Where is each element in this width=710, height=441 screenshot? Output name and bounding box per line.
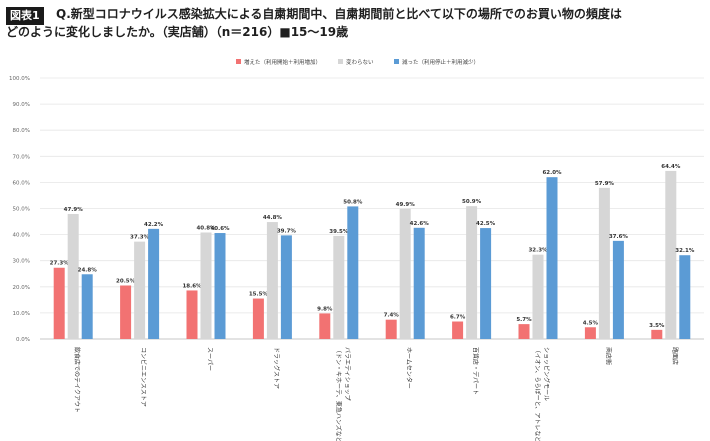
bar [612,240,624,339]
bar [200,232,212,339]
data-label: 4.5% [583,320,599,326]
legend-label-0: 増えた（利用開始＋利用増加） [244,58,321,66]
x-tick-label: スーパー [206,347,213,371]
legend-label-2: 減った（利用停止＋利用減少） [402,58,479,66]
data-label: 40.8% [196,226,216,232]
data-label: 9.8% [317,306,333,312]
bar [466,206,478,339]
bar [266,222,278,339]
x-tick-label: バラエティショップ [343,347,350,401]
bar [651,329,663,339]
y-tick-label: 10.0% [13,311,30,317]
bar [148,228,160,339]
y-tick-label: 20.0% [13,285,30,291]
data-label: 32.3% [528,248,548,254]
bar [214,233,226,339]
data-label: 39.5% [329,229,349,235]
x-tick-label: ショッピングモール [543,347,551,401]
chart-title-line2: どのように変化しましたか。（実店舗）（n＝216）■15〜19歳 [6,25,349,39]
data-label: 24.8% [78,267,98,273]
data-label: 62.0% [542,170,562,176]
data-label: 39.7% [277,228,297,234]
data-label: 42.2% [144,222,164,228]
data-label: 57.9% [595,181,615,187]
x-tick-label: ドラッグストア [272,347,280,389]
data-label: 7.4% [384,313,400,319]
data-label: 6.7% [450,315,466,321]
bar [598,187,610,339]
bar [399,208,411,339]
bar [480,228,492,339]
y-tick-label: 50.0% [13,207,30,213]
data-label: 27.3% [50,261,70,267]
figure-header: 図表1 Q.新型コロナウイルス感染拡大による自粛期間中、自粛期間前と比べて以下の… [6,6,706,46]
data-label: 50.9% [462,199,482,205]
legend-swatch-1 [338,59,343,64]
bar [319,313,331,339]
bar [452,321,464,339]
data-label: 42.5% [476,221,496,227]
bar [120,285,132,339]
y-tick-label: 40.0% [13,233,30,239]
bar [280,235,292,339]
bar [385,319,397,339]
data-label: 32.1% [675,248,695,254]
figure-badge: 図表1 [6,7,44,25]
bar [665,170,677,339]
data-label: 42.6% [410,221,430,227]
bar [67,213,79,339]
y-tick-label: 0.0% [16,337,30,343]
bar [81,274,93,339]
y-tick-label: 100.0% [9,76,30,82]
bar [134,241,146,339]
x-tick-label: ホームセンター [405,347,413,389]
x-tick-label: 百貨店・デパート [472,347,480,395]
data-label: 20.5% [116,278,136,284]
y-tick-label: 30.0% [13,259,30,265]
data-label: 44.8% [263,215,283,221]
bar [546,177,558,339]
data-label: 3.5% [649,323,665,329]
x-tick-label: コンビニエンスストア [140,347,148,407]
data-label: 15.5% [249,292,269,298]
bar [584,327,596,339]
x-tick-label: （イオン、ららぽーと、アトレなど） [534,347,542,441]
data-label: 37.6% [609,234,629,240]
bar [333,235,345,339]
x-tick-label: （ドン・キホーテ、東急ハンズなど） [334,347,342,441]
bar [532,254,544,339]
bar [252,298,264,339]
data-label: 40.6% [210,226,230,232]
y-tick-label: 80.0% [13,128,30,134]
bar [518,324,530,339]
chart-title: Q.新型コロナウイルス感染拡大による自粛期間中、自粛期間前と比べて以下の場所での… [56,7,622,21]
legend-swatch-0 [236,59,241,64]
data-label: 37.3% [130,235,150,241]
data-label: 64.4% [661,164,681,170]
data-label: 50.8% [343,199,363,205]
x-tick-label: 路面店 [671,347,679,365]
data-label: 49.9% [396,202,416,208]
y-tick-label: 60.0% [13,180,30,186]
data-label: 47.9% [64,207,84,213]
bar [413,227,425,339]
bar [347,206,359,339]
legend-label-1: 変わらない [346,58,374,66]
data-label: 18.6% [182,283,202,289]
y-tick-label: 70.0% [13,154,30,160]
x-tick-label: 飲食店でのテイクアウト [73,347,81,413]
bar [53,267,65,339]
bar [679,255,691,339]
legend-swatch-2 [394,59,399,64]
y-tick-label: 90.0% [13,102,30,108]
data-label: 5.7% [516,317,532,323]
x-tick-label: 商店街 [604,347,612,365]
bar [186,290,198,339]
